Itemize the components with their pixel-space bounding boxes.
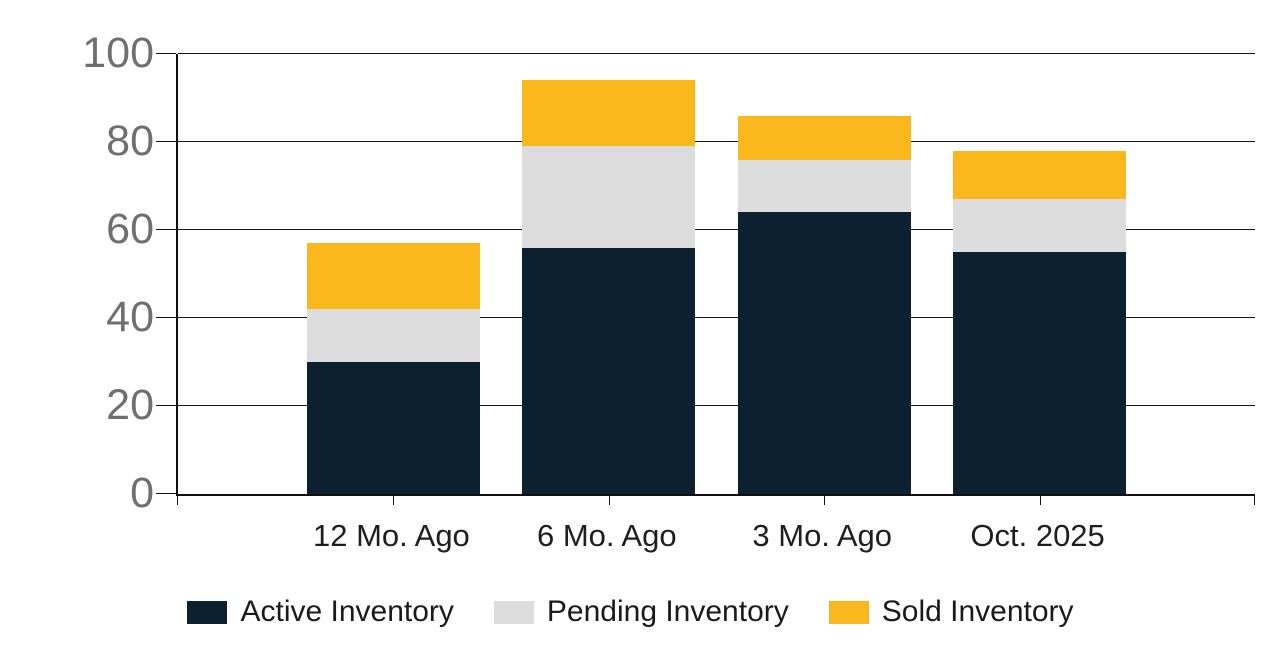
y-tick-label: 60 [106, 205, 154, 253]
x-axis-end-tick [1254, 494, 1255, 505]
legend-label: Sold Inventory [881, 595, 1074, 628]
y-tick-label: 0 [130, 469, 154, 517]
legend-swatch-icon [493, 600, 534, 624]
legend-swatch-icon [828, 600, 869, 624]
legend: Active Inventory Pending Inventory Sold In… [0, 596, 1261, 628]
x-axis-end-tick [177, 494, 178, 505]
bar-segment-pending-inventory-1 [306, 309, 480, 362]
y-tick-label: 80 [106, 117, 154, 165]
x-tick-mark [608, 494, 610, 505]
y-tick-label: 20 [106, 381, 154, 429]
y-tick-label: 100 [82, 29, 154, 77]
gridline-y-20 [178, 405, 1255, 406]
bar-segment-sold-inventory-3 [737, 115, 911, 160]
bar-segment-active-inventory-4 [953, 252, 1127, 494]
gridline-y-40 [178, 317, 1255, 318]
x-tick-label: 12 Mo. Ago [312, 518, 470, 553]
y-tick-mark [156, 405, 176, 406]
legend-label: Active Inventory [240, 595, 454, 628]
x-tick-mark [393, 494, 395, 505]
bar-segment-pending-inventory-2 [522, 146, 696, 248]
x-tick-label: Oct. 2025 [970, 518, 1105, 553]
x-tick-label: 3 Mo. Ago [752, 518, 892, 553]
legend-swatch-icon [187, 600, 228, 624]
bar-segment-pending-inventory-3 [737, 159, 911, 213]
legend-label: Pending Inventory [546, 595, 789, 628]
legend-item-sold-inventory: Sold Inventory [828, 595, 1074, 628]
bar-segment-active-inventory-1 [306, 362, 480, 494]
gridline-y-60 [178, 229, 1255, 230]
y-tick-mark [156, 141, 176, 142]
bar-segment-sold-inventory-4 [953, 150, 1127, 200]
plot-area [156, 53, 1255, 505]
gridline-y-80 [178, 141, 1255, 142]
y-tick-mark [156, 229, 176, 230]
x-tick-mark [1039, 494, 1041, 505]
bar-segment-active-inventory-2 [522, 247, 696, 494]
x-tick-label: 6 Mo. Ago [537, 518, 677, 553]
y-tick-mark [156, 53, 176, 54]
gridline-y-100 [178, 53, 1255, 54]
bar-segment-sold-inventory-1 [306, 243, 480, 310]
legend-item-active-inventory: Active Inventory [187, 595, 454, 628]
x-tick-mark [824, 494, 826, 505]
y-tick-label: 40 [106, 293, 154, 341]
y-tick-mark [156, 317, 176, 318]
bar-segment-active-inventory-3 [737, 212, 911, 494]
bar-segment-sold-inventory-2 [522, 80, 696, 147]
bar-segment-pending-inventory-4 [953, 199, 1127, 252]
y-tick-mark [156, 493, 176, 494]
legend-item-pending-inventory: Pending Inventory [493, 595, 789, 628]
